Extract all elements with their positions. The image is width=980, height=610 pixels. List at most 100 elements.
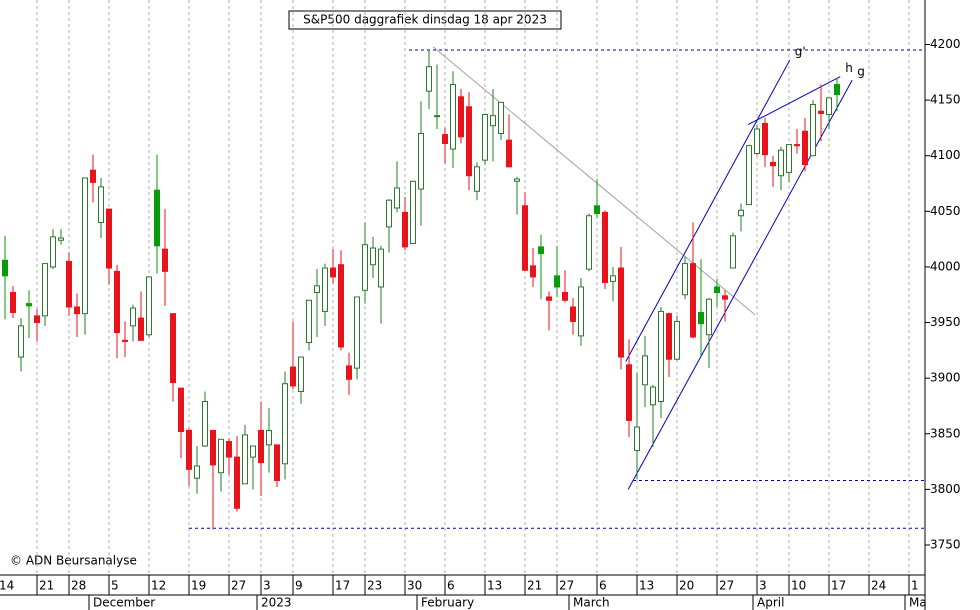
trend-line	[747, 76, 841, 126]
candle-body	[442, 134, 448, 144]
candle-body	[226, 441, 232, 458]
candle-body	[58, 237, 64, 241]
candle-body	[770, 161, 776, 167]
candle-body	[730, 235, 736, 269]
copyright: © ADN Beursanalyse	[10, 554, 137, 568]
candle-body	[658, 310, 664, 402]
candle-body	[650, 386, 656, 406]
candle-body	[698, 312, 704, 325]
candle-body	[458, 96, 464, 138]
x-tick-label: 13	[487, 579, 502, 593]
candle-body	[394, 187, 400, 209]
candle-body	[818, 110, 824, 114]
candle-body	[682, 263, 688, 296]
x-tick-label: 27	[559, 579, 574, 593]
candle-body	[90, 169, 96, 183]
candle-body	[482, 114, 488, 161]
candle-body	[346, 365, 352, 380]
candle-body	[274, 444, 280, 481]
candle-body	[50, 236, 56, 268]
candle-body	[202, 400, 208, 447]
candle-body	[130, 307, 136, 327]
y-tick-label: 3800	[930, 482, 961, 496]
candle-body	[338, 264, 344, 348]
trend-label: g	[857, 65, 865, 79]
candle-body	[258, 429, 264, 464]
y-tick-label: 4200	[930, 37, 961, 51]
candle-body	[666, 313, 672, 360]
candle-body	[610, 275, 616, 282]
x-tick-label: 28	[71, 579, 86, 593]
x-tick-label: 27	[231, 579, 246, 593]
candle-body	[706, 298, 712, 336]
candle-body	[690, 263, 696, 338]
trend-label: h	[845, 61, 853, 75]
x-tick-label: 30	[407, 579, 422, 593]
candle-body	[778, 149, 784, 177]
candle-body	[330, 267, 336, 278]
y-tick-label: 4100	[930, 148, 961, 162]
candle-body	[298, 356, 304, 392]
candle-body	[266, 429, 272, 446]
candle-body	[74, 306, 80, 315]
candle-body	[362, 244, 368, 291]
trend-label: g'	[795, 45, 806, 59]
candle-body	[34, 315, 40, 324]
candle-body	[386, 199, 392, 228]
candle-body	[570, 306, 576, 322]
trend-line	[625, 59, 791, 362]
candle-body	[674, 320, 680, 360]
candle-body	[562, 292, 568, 301]
y-tick-label: 3950	[930, 315, 961, 329]
candle-body	[506, 139, 512, 168]
candle-body	[450, 84, 456, 150]
y-tick-label: 4050	[930, 204, 961, 218]
month-label: Ma	[909, 596, 927, 610]
month-label: 2023	[261, 596, 292, 610]
candle-body	[242, 434, 248, 485]
x-tick-label: 10	[791, 579, 806, 593]
candle-body	[538, 246, 544, 255]
candle-body	[602, 211, 608, 283]
candle-body	[530, 265, 536, 278]
candle-body	[418, 132, 424, 190]
x-tick-label: 17	[831, 579, 846, 593]
x-tick-label: 5	[111, 579, 119, 593]
candle-body	[98, 186, 104, 223]
candle-body	[426, 66, 432, 92]
candle-body	[66, 260, 72, 308]
candle-body	[522, 205, 528, 271]
x-tick-label: 9	[295, 579, 303, 593]
x-tick-label: 17	[335, 579, 350, 593]
candle-body	[170, 313, 176, 384]
candle-body	[618, 267, 624, 358]
x-tick-label: 21	[39, 579, 54, 593]
candle-body	[138, 317, 144, 341]
candle-body	[722, 295, 728, 300]
candle-body	[594, 205, 600, 215]
candle-body	[178, 387, 184, 433]
candle-body	[194, 465, 200, 479]
candle-body	[322, 267, 328, 312]
candle-body	[354, 296, 360, 369]
candle-body	[210, 429, 216, 466]
y-tick-label: 4000	[930, 259, 961, 273]
candle-body	[794, 144, 800, 147]
candle-body	[802, 130, 808, 166]
x-tick-label: 14	[0, 579, 14, 593]
month-label: February	[421, 596, 474, 610]
x-tick-label: 12	[151, 579, 166, 593]
candle-body	[434, 115, 440, 118]
candle-body	[810, 104, 816, 157]
candle-body	[642, 355, 648, 386]
x-tick-label: 13	[639, 579, 654, 593]
candle-body	[282, 383, 288, 465]
x-tick-label: 24	[871, 579, 886, 593]
x-tick-label: 1	[911, 579, 919, 593]
candle-body	[474, 166, 480, 192]
candle-body	[218, 438, 224, 474]
candle-body	[490, 115, 496, 127]
candle-body	[42, 263, 48, 317]
candle-body	[498, 101, 504, 134]
y-tick-label: 4150	[930, 93, 961, 107]
